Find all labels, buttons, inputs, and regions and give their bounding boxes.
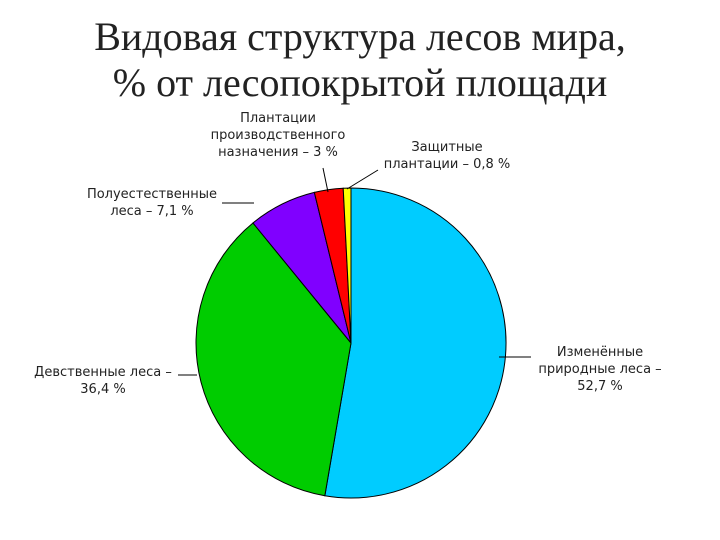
slice-label-semi-natural: Полуестественные леса – 7,1 % (86, 187, 218, 219)
slice-label-virgin: Девственные леса – 36,4 % (34, 365, 172, 397)
slice-label-modified-natural: Изменённые природные леса – 52,7 % (538, 345, 662, 394)
chart-title: Видовая структура лесов мира, % от лесоп… (0, 14, 720, 106)
slice-label-protective-plantations: Защитные плантации – 0,8 % (383, 140, 511, 172)
slice-virgin (195, 222, 352, 497)
leader-line-protective-plantations (346, 169, 379, 190)
slice-label-production-plantations: Плантации производственного назначения –… (210, 111, 346, 160)
chart-title-line-1: Видовая структура лесов мира, (94, 14, 626, 59)
slice-modified-natural (324, 187, 507, 499)
chart-title-line-2: % от лесопокрытой площади (112, 60, 608, 105)
leader-line-production-plantations (322, 167, 329, 193)
slice-protective-plantations (342, 187, 352, 344)
